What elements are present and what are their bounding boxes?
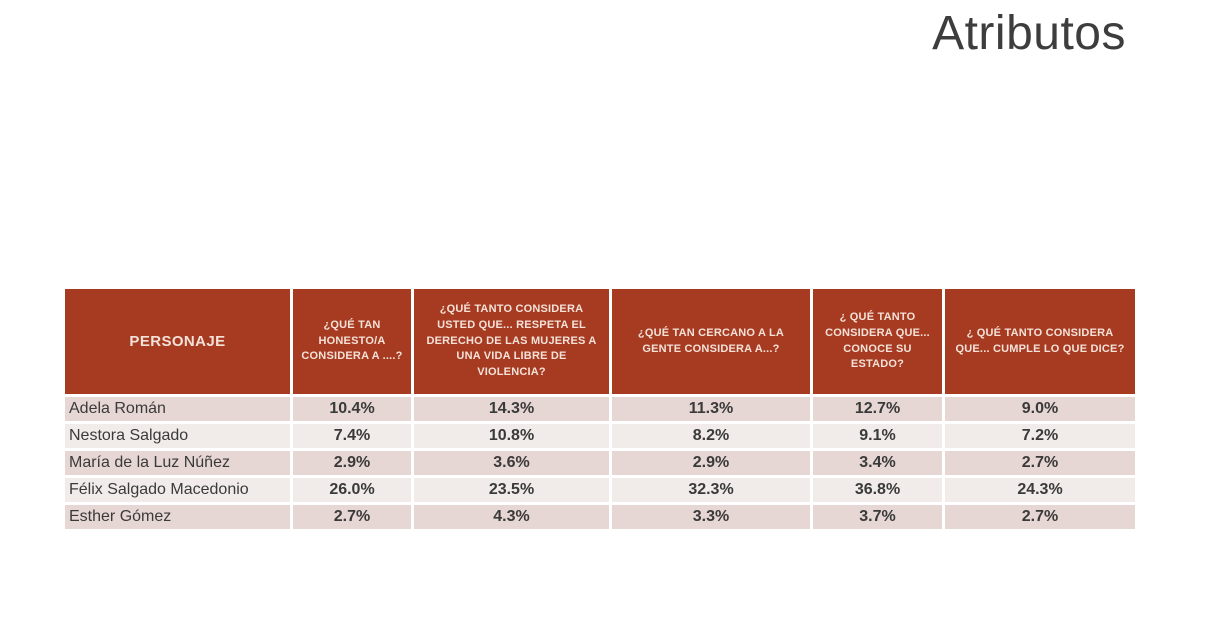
value-cumple: 2.7%: [942, 502, 1138, 532]
value-conoce: 3.4%: [810, 448, 945, 478]
column-header-conoce-estado: ¿ QUÉ TANTO CONSIDERA QUE... CONOCE SU E…: [810, 286, 945, 397]
person-name: Félix Salgado Macedonio: [62, 475, 293, 505]
column-header-cercano-gente: ¿QUÉ TAN CERCANO A LA GENTE CONSIDERA A.…: [609, 286, 813, 397]
table-body: Adela Román 10.4% 14.3% 11.3% 12.7% 9.0%…: [62, 394, 1138, 532]
person-name: Adela Román: [62, 394, 293, 424]
person-name: Esther Gómez: [62, 502, 293, 532]
value-respeta: 4.3%: [411, 502, 612, 532]
value-respeta: 10.8%: [411, 421, 612, 451]
value-cercano: 8.2%: [609, 421, 813, 451]
value-honesto: 10.4%: [290, 394, 414, 424]
value-honesto: 26.0%: [290, 475, 414, 505]
value-honesto: 7.4%: [290, 421, 414, 451]
column-header-cumple-dice: ¿ QUÉ TANTO CONSIDERA QUE... CUMPLE LO Q…: [942, 286, 1138, 397]
value-cercano: 2.9%: [609, 448, 813, 478]
table-row: Adela Román 10.4% 14.3% 11.3% 12.7% 9.0%: [62, 394, 1138, 424]
value-cumple: 24.3%: [942, 475, 1138, 505]
table-row: María de la Luz Núñez 2.9% 3.6% 2.9% 3.4…: [62, 448, 1138, 478]
column-header-personaje: PERSONAJE: [62, 286, 293, 397]
table-row: Félix Salgado Macedonio 26.0% 23.5% 32.3…: [62, 475, 1138, 505]
value-respeta: 23.5%: [411, 475, 612, 505]
value-cumple: 9.0%: [942, 394, 1138, 424]
value-conoce: 36.8%: [810, 475, 945, 505]
person-name: Nestora Salgado: [62, 421, 293, 451]
value-cercano: 32.3%: [609, 475, 813, 505]
person-name: María de la Luz Núñez: [62, 448, 293, 478]
value-cercano: 11.3%: [609, 394, 813, 424]
value-conoce: 9.1%: [810, 421, 945, 451]
value-conoce: 3.7%: [810, 502, 945, 532]
value-cumple: 7.2%: [942, 421, 1138, 451]
page-title: Atributos: [932, 7, 1126, 60]
table-row: Esther Gómez 2.7% 4.3% 3.3% 3.7% 2.7%: [62, 502, 1138, 532]
value-conoce: 12.7%: [810, 394, 945, 424]
value-cumple: 2.7%: [942, 448, 1138, 478]
column-header-respeta-derecho: ¿QUÉ TANTO CONSIDERA USTED QUE... RESPET…: [411, 286, 612, 397]
table-header-row: PERSONAJE ¿QUÉ TAN HONESTO/A CONSIDERA A…: [62, 286, 1138, 397]
value-cercano: 3.3%: [609, 502, 813, 532]
attributes-table: PERSONAJE ¿QUÉ TAN HONESTO/A CONSIDERA A…: [62, 286, 1138, 532]
table-row: Nestora Salgado 7.4% 10.8% 8.2% 9.1% 7.2…: [62, 421, 1138, 451]
table-header: PERSONAJE ¿QUÉ TAN HONESTO/A CONSIDERA A…: [62, 286, 1138, 397]
value-respeta: 14.3%: [411, 394, 612, 424]
value-honesto: 2.9%: [290, 448, 414, 478]
value-honesto: 2.7%: [290, 502, 414, 532]
column-header-honesto: ¿QUÉ TAN HONESTO/A CONSIDERA A ....?: [290, 286, 414, 397]
value-respeta: 3.6%: [411, 448, 612, 478]
